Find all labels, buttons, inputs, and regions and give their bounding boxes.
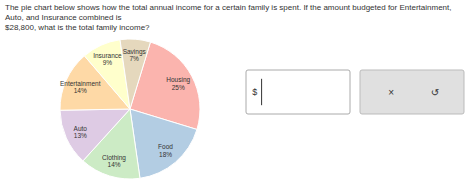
value-label: 7%: [129, 55, 139, 62]
slice-labels: Housing25% Food18% Clothing14% Auto13% Enter…: [60, 48, 191, 169]
subtitle-line: $28,800, what is the total family income…: [5, 23, 150, 32]
title-line: The pie chart below shows how the total …: [5, 3, 451, 12]
slice-label: Insurance9%: [93, 52, 122, 66]
slice-label: Savings7%: [123, 48, 147, 62]
button-label[interactable]: ×: [388, 87, 394, 98]
value-label: 18%: [159, 151, 172, 158]
slice-label: Clothing14%: [102, 154, 126, 168]
slice-label: Auto13%: [74, 125, 88, 139]
value-label: 13%: [74, 132, 87, 139]
category-label: Insurance: [93, 52, 122, 59]
pie-slice: [60, 109, 130, 161]
cursor: [261, 79, 262, 105]
slice-label: Food18%: [158, 143, 173, 157]
button-box[interactable]: [360, 70, 464, 114]
subtitle: $28,800, what is the total family income…: [5, 23, 150, 32]
chart: The pie chart below shows how the total …: [0, 0, 474, 184]
slice-label: Entertainment14%: [60, 80, 101, 94]
title: The pie chart below shows how the total …: [5, 3, 451, 22]
buttons[interactable]: ×↺: [360, 70, 464, 114]
slice-label: Housing25%: [166, 76, 190, 90]
answer-input[interactable]: $: [246, 70, 350, 114]
value-label: 25%: [172, 84, 185, 91]
input-box[interactable]: [246, 70, 350, 114]
value-label: 9%: [103, 59, 113, 66]
category-label: Entertainment: [60, 80, 101, 87]
title-line: Auto, and Insurance combined is: [5, 13, 122, 22]
pie-slice: [120, 39, 150, 109]
category-label: Food: [158, 143, 173, 150]
value-label: 14%: [108, 161, 121, 168]
pie: [60, 39, 200, 179]
pie-slice: [130, 109, 197, 178]
button-label[interactable]: ↺: [431, 87, 439, 98]
category-label: Auto: [74, 125, 88, 132]
value-label: 14%: [74, 87, 87, 94]
input-prefix[interactable]: $: [252, 87, 257, 97]
